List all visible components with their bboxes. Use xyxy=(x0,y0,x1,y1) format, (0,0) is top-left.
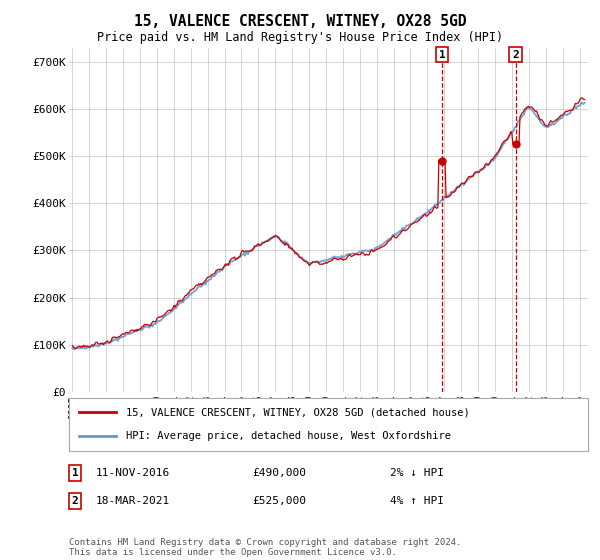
Text: 18-MAR-2021: 18-MAR-2021 xyxy=(96,496,170,506)
Text: 15, VALENCE CRESCENT, WITNEY, OX28 5GD (detached house): 15, VALENCE CRESCENT, WITNEY, OX28 5GD (… xyxy=(126,408,470,418)
Text: 2% ↓ HPI: 2% ↓ HPI xyxy=(390,468,444,478)
Text: HPI: Average price, detached house, West Oxfordshire: HPI: Average price, detached house, West… xyxy=(126,431,451,441)
Text: 2: 2 xyxy=(512,50,519,60)
Text: £490,000: £490,000 xyxy=(252,468,306,478)
Text: 4% ↑ HPI: 4% ↑ HPI xyxy=(390,496,444,506)
Text: Price paid vs. HM Land Registry's House Price Index (HPI): Price paid vs. HM Land Registry's House … xyxy=(97,31,503,44)
Text: 15, VALENCE CRESCENT, WITNEY, OX28 5GD: 15, VALENCE CRESCENT, WITNEY, OX28 5GD xyxy=(134,14,466,29)
Text: £525,000: £525,000 xyxy=(252,496,306,506)
Text: 11-NOV-2016: 11-NOV-2016 xyxy=(96,468,170,478)
Text: 1: 1 xyxy=(439,50,445,60)
Text: Contains HM Land Registry data © Crown copyright and database right 2024.
This d: Contains HM Land Registry data © Crown c… xyxy=(69,538,461,557)
Text: 1: 1 xyxy=(71,468,79,478)
Text: 2: 2 xyxy=(71,496,79,506)
